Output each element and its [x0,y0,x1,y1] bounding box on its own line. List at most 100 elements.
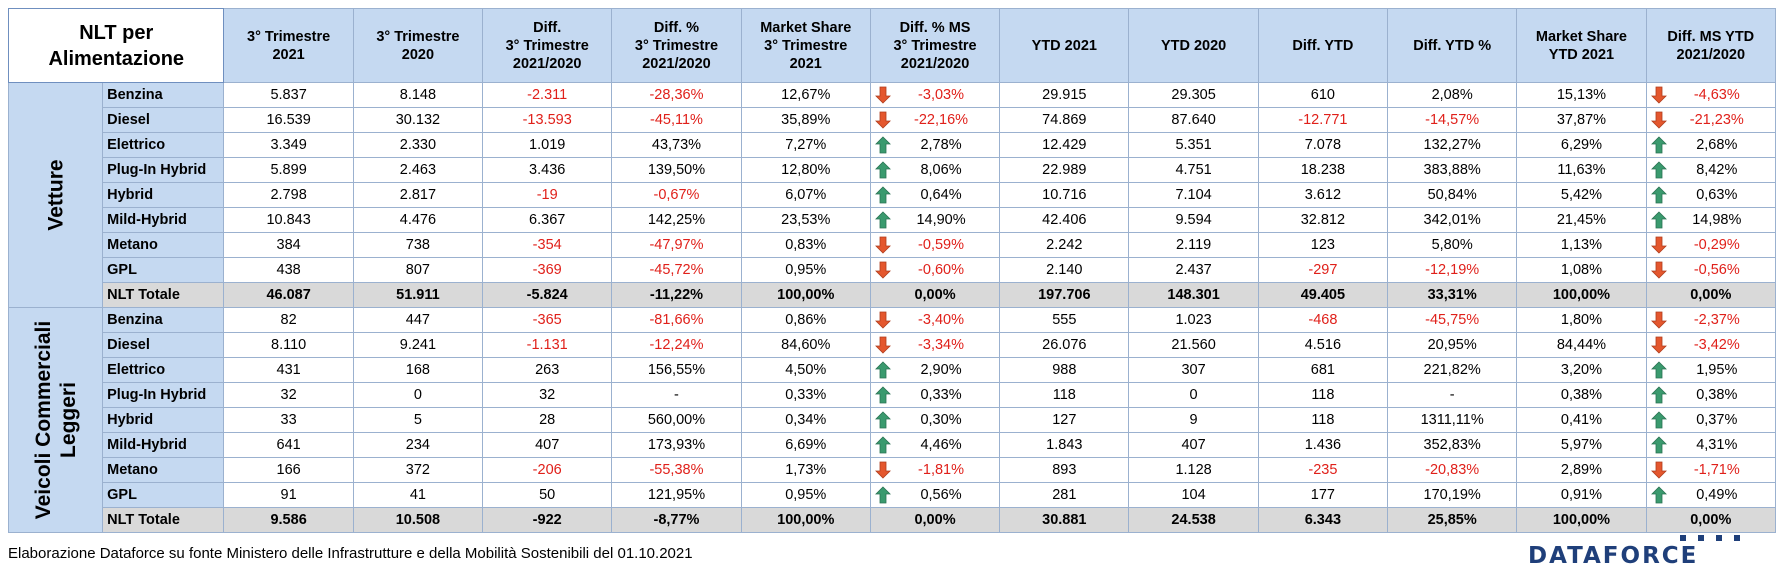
arrow-down-icon [1650,336,1667,354]
data-cell: 24.538 [1128,507,1259,533]
data-cell: 32.812 [1257,207,1389,233]
data-cell: 5.899 [223,157,354,183]
data-cell: - [611,382,742,408]
data-cell: -47,97% [611,232,742,258]
data-cell: -297 [1257,257,1389,283]
cell-value: -0,60% [918,262,964,278]
data-cell: 0,00% [869,282,1001,308]
data-cell: -2.311 [482,82,613,108]
data-cell: 177 [1257,482,1389,508]
cell-value: 1,95% [1696,362,1738,378]
column-header: Diff. % MS 3° Trimestre 2021/2020 [869,8,1001,83]
cell-value: 2,90% [920,362,962,378]
data-cell: 100,00% [1516,282,1647,308]
data-cell: 5,80% [1387,232,1518,258]
data-cell: 100,00% [1516,507,1647,533]
data-cell: 7.078 [1257,132,1389,158]
data-cell: 21,45% [1516,207,1647,233]
data-cell: 29.915 [999,82,1130,108]
column-header-line: 3° Trimestre [376,28,460,45]
data-cell: -206 [482,457,613,483]
ms-diff-cell: -1,71% [1645,457,1777,483]
ms-diff-cell: 4,31% [1645,432,1777,458]
ms-diff-cell: 0,37% [1645,407,1777,433]
group-label-line: Leggeri [56,382,80,458]
data-cell: 263 [482,357,613,383]
arrow-down-icon [874,236,891,254]
data-cell: 84,60% [740,332,871,358]
data-cell: 1,80% [1516,307,1647,333]
ms-diff-cell: 2,78% [869,132,1001,158]
cell-value: -1,81% [918,462,964,478]
row-label: Mild-Hybrid [102,432,225,458]
table-row: GPL 438 807 -369 -45,72% 0,95% -0,60% 2.140 2.43… [9,257,1777,283]
table-row: Elettrico 431 168 263 156,55% 4,50% 2,90% 988 30… [9,357,1777,383]
data-cell: 0,00% [1645,282,1777,308]
data-cell: 9 [1128,407,1259,433]
data-cell: 20,95% [1387,332,1518,358]
total-row: NLT Totale 9.586 10.508 -922 -8,77% 100,00% 0,… [9,507,1777,533]
data-cell: 30.881 [999,507,1130,533]
ms-diff-cell: -0,59% [869,232,1001,258]
data-cell: 307 [1128,357,1259,383]
column-header-line: 3° Trimestre [247,28,331,45]
data-cell: 0,91% [1516,482,1647,508]
column-header-line: YTD 2021 [1548,46,1615,63]
table-row: Metano 384 738 -354 -47,97% 0,83% -0,59% 2.242 2… [9,232,1777,258]
data-cell: -12,24% [611,332,742,358]
data-cell: 16.539 [223,107,354,133]
data-cell: 12,67% [740,82,871,108]
data-cell: 9.586 [223,507,354,533]
column-header-line: Diff. [533,19,562,36]
row-label: GPL [102,482,225,508]
data-cell: 221,82% [1387,357,1518,383]
group-label-line: Vetture [44,159,68,231]
column-header: YTD 2020 [1128,8,1259,83]
data-cell: 0,34% [740,407,871,433]
data-cell: 438 [223,257,354,283]
cell-value: -0,59% [918,237,964,253]
data-cell: -28,36% [611,82,742,108]
data-cell: 1.436 [1257,432,1389,458]
cell-value: 0,30% [920,412,962,428]
cell-value: 8,06% [920,162,962,178]
data-cell: 342,01% [1387,207,1518,233]
arrow-up-icon [1650,161,1667,179]
column-header-line: 3° Trimestre [764,37,848,54]
nlt-table-container: NLT per Alimentazione 3° Trimestre 2021 3°… [7,8,1777,533]
data-cell: 447 [352,307,484,333]
data-cell: 4.751 [1128,157,1259,183]
data-cell: 7.104 [1128,182,1259,208]
column-header-line: YTD 2021 [1031,37,1097,54]
data-cell: 2.463 [352,157,484,183]
data-cell: 118 [999,382,1130,408]
column-header-line: Diff. YTD % [1413,37,1492,54]
nlt-table: NLT per Alimentazione 3° Trimestre 2021 3°… [7,8,1777,533]
cell-value: -3,40% [918,312,964,328]
data-cell: 0,95% [740,257,871,283]
data-cell: 5 [352,407,484,433]
data-cell: 1,08% [1516,257,1647,283]
ms-diff-cell: 0,30% [869,407,1001,433]
cell-value: 0,64% [920,187,962,203]
column-header-line: 2021/2020 [512,55,582,72]
table-row: Elettrico 3.349 2.330 1.019 43,73% 7,27% 2,78%… [9,132,1777,158]
row-label: Plug-In Hybrid [102,157,225,183]
arrow-down-icon [874,311,891,329]
column-header: Diff. % 3° Trimestre 2021/2020 [611,8,742,83]
arrow-up-icon [1650,136,1667,154]
column-header-line: 2021/2020 [1676,46,1746,63]
data-cell: 9.594 [1128,207,1259,233]
data-cell: 10.508 [352,507,484,533]
data-cell: 127 [999,407,1130,433]
ms-diff-cell: -0,60% [869,257,1001,283]
data-cell: 118 [1257,382,1389,408]
row-label: Plug-In Hybrid [102,382,225,408]
cell-value: -22,16% [914,112,969,128]
data-cell: 82 [223,307,354,333]
data-cell: 4.516 [1257,332,1389,358]
table-row: Diesel 16.539 30.132 -13.593 -45,11% 35,89% -2… [9,107,1777,133]
data-cell: 0,33% [740,382,871,408]
column-header-line: 3° Trimestre [505,37,589,54]
cell-value: 4,31% [1696,437,1738,453]
